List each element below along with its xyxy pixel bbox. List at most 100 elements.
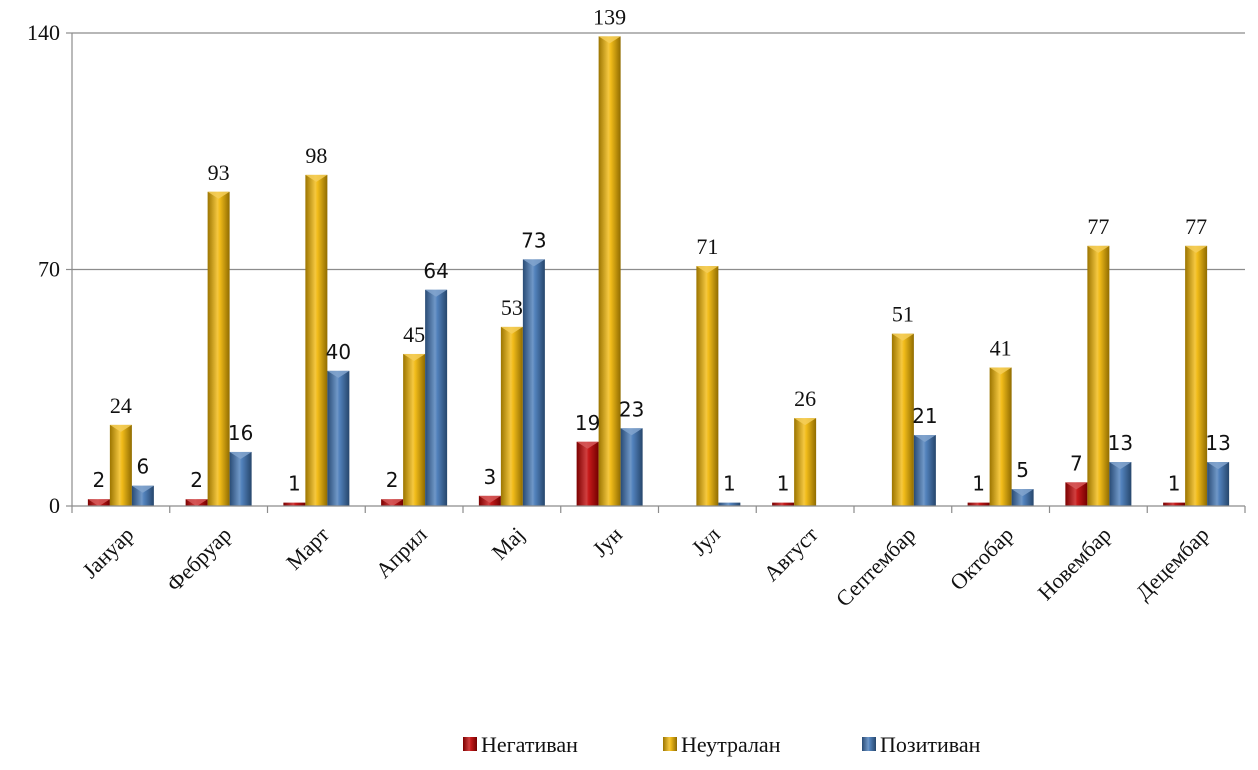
bar-Неутралан — [1185, 245, 1208, 506]
data-label: 19 — [575, 411, 600, 435]
x-tick-label: Март — [281, 522, 334, 575]
data-label: 7 — [1070, 451, 1083, 475]
bar-Негативан — [1163, 502, 1186, 506]
bar — [696, 266, 719, 506]
bar — [620, 428, 643, 506]
bar-cap — [425, 289, 448, 297]
bar-cap — [131, 485, 154, 493]
bar-cap — [989, 367, 1012, 375]
bar-Неутралан — [403, 353, 426, 506]
bar-Неутралан — [500, 326, 523, 506]
data-label: 2 — [93, 468, 106, 492]
bar-cap — [620, 428, 643, 436]
bar — [718, 502, 741, 506]
bar-cap — [1109, 462, 1132, 470]
bar-Негативан — [283, 502, 306, 506]
data-label: 1 — [288, 472, 301, 496]
x-tick-label: Децембар — [1131, 522, 1214, 605]
bar-cap — [1011, 489, 1034, 497]
data-label: 40 — [326, 340, 351, 364]
bar-Позитиван — [1109, 462, 1132, 506]
bar — [207, 191, 230, 507]
bar — [131, 485, 154, 506]
bar-cap — [207, 191, 230, 199]
bar-cap — [891, 333, 914, 341]
bar-cap — [913, 435, 936, 443]
bar-Негативан — [478, 495, 501, 506]
bar-cap — [1207, 462, 1230, 470]
data-label: 98 — [305, 143, 327, 168]
data-label: 77 — [1185, 214, 1207, 239]
bar — [1065, 482, 1088, 506]
data-label: 13 — [1205, 431, 1230, 455]
data-label: 77 — [1087, 214, 1109, 239]
data-label: 73 — [521, 228, 546, 252]
data-label: 1 — [723, 472, 736, 496]
bar — [1163, 502, 1186, 506]
legend-entry: Негативан — [463, 732, 578, 757]
bar — [891, 333, 914, 506]
x-tick-label: Октобар — [945, 522, 1018, 595]
bar-Неутралан — [989, 367, 1012, 506]
data-label: 23 — [619, 397, 644, 421]
bar-cap — [381, 499, 404, 507]
bar-Неутралан — [207, 191, 230, 507]
data-label: 51 — [892, 302, 914, 327]
x-tick-label: Септембар — [831, 522, 921, 612]
bar-Позитиван — [522, 259, 545, 506]
legend-swatch — [463, 737, 477, 751]
bar — [772, 502, 795, 506]
data-label: 5 — [1016, 458, 1029, 482]
bar-Позитиван — [229, 451, 252, 506]
bar-Негативан — [967, 502, 990, 506]
bar-cap — [1087, 245, 1110, 253]
y-tick-label: 140 — [27, 20, 60, 45]
data-label: 41 — [990, 335, 1012, 360]
bar-cap — [87, 499, 110, 507]
legend: Негативан Неутралан Позитиван — [463, 732, 981, 757]
data-label: 2 — [386, 468, 399, 492]
x-tick-label: Мај — [487, 522, 530, 565]
bar — [327, 370, 350, 506]
x-tick-label: Јануар — [77, 522, 138, 583]
x-tick-label: Јун — [587, 522, 627, 562]
bar-Позитиван — [131, 485, 154, 506]
legend-entry: Неутралан — [663, 732, 781, 757]
bar-Позитиван — [620, 428, 643, 506]
y-tick-label: 70 — [38, 257, 60, 282]
data-label: 21 — [912, 404, 937, 428]
legend-swatch — [663, 737, 677, 751]
legend-label: Неутралан — [681, 732, 781, 757]
data-label: 16 — [228, 421, 253, 445]
legend-swatch — [862, 737, 876, 751]
data-label: 53 — [501, 295, 523, 320]
bar-cap — [522, 259, 545, 267]
bar-Негативан — [381, 499, 404, 507]
data-label: 6 — [137, 455, 150, 479]
bar-cap — [229, 451, 252, 459]
bar-Неутралан — [696, 266, 719, 506]
data-label: 24 — [110, 393, 132, 418]
x-tick-label: Јул — [686, 522, 725, 561]
bar — [522, 259, 545, 506]
bar — [283, 502, 306, 506]
bar — [1087, 245, 1110, 506]
x-tick-label: Фебруар — [162, 522, 237, 597]
bar-Негативан — [772, 502, 795, 506]
bar-cap — [109, 424, 132, 432]
bar — [1109, 462, 1132, 506]
bar-Неутралан — [794, 418, 817, 506]
bar-Неутралан — [598, 36, 621, 506]
data-label: 1 — [777, 472, 790, 496]
bar-Негативан — [185, 499, 208, 507]
bar — [989, 367, 1012, 506]
data-label: 64 — [423, 259, 448, 283]
gridlines — [72, 32, 1245, 271]
bar-cap — [327, 370, 350, 378]
bar-Негативан — [1065, 482, 1088, 506]
data-label: 45 — [403, 322, 425, 347]
bar-Позитиван — [718, 502, 741, 506]
